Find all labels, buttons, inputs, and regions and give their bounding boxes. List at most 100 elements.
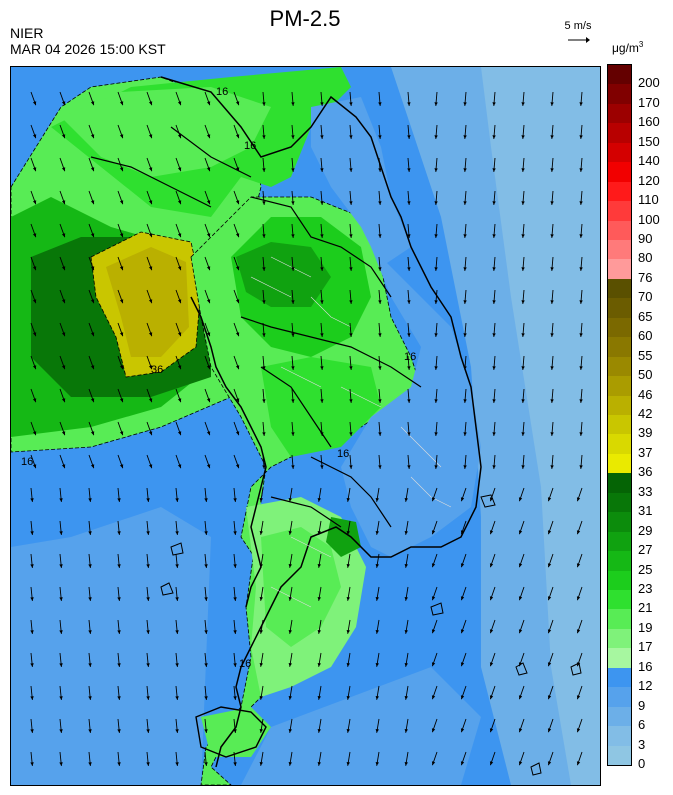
wind-arrowhead: [206, 167, 211, 172]
wind-arrowhead: [521, 102, 525, 106]
wind-arrowhead: [61, 299, 66, 304]
wind-arrowhead: [521, 300, 525, 304]
wind-arrowhead: [117, 630, 121, 634]
wind-arrowhead: [492, 300, 496, 304]
wind-arrowhead: [30, 663, 34, 667]
wind-arrowhead: [349, 300, 353, 304]
wind-arrowhead: [291, 102, 295, 106]
wind-arrowhead: [235, 431, 240, 436]
wind-arrowhead: [30, 597, 34, 601]
wind-arrowhead: [291, 267, 295, 271]
colorbar-label: 160: [638, 114, 660, 130]
wind-arrowhead: [407, 399, 411, 403]
wind-arrowhead: [492, 432, 496, 436]
wind-arrowhead: [59, 597, 63, 601]
colorbar-label: 70: [638, 289, 653, 305]
wind-arrowhead: [204, 597, 208, 601]
wind-arrowhead: [177, 431, 182, 436]
wind-arrowhead: [61, 266, 66, 271]
seoul-core: [236, 242, 331, 307]
wind-arrowhead: [489, 695, 494, 700]
colorbar-segment: [608, 356, 631, 377]
wind-arrowhead: [206, 398, 211, 403]
wind-arrowhead: [59, 696, 63, 700]
pm25-map: 16 36 16 16 16 16 16: [11, 67, 600, 785]
wind-arrowhead: [434, 201, 438, 205]
wind-arrowhead: [177, 200, 182, 205]
wind-arrowhead: [288, 564, 292, 568]
wind-arrowhead: [550, 399, 554, 403]
colorbar-segment: [608, 258, 631, 279]
wind-arrowhead: [61, 332, 66, 337]
wind-arrowhead: [521, 399, 525, 403]
wind-arrowhead: [32, 167, 37, 172]
wind-arrowhead: [460, 695, 465, 700]
wind-arrowhead: [32, 233, 37, 238]
wind-arrowhead: [206, 431, 211, 436]
colorbar-segment: [608, 122, 631, 143]
wind-arrowhead: [378, 267, 382, 271]
wind-arrowhead: [317, 630, 321, 634]
wind-arrowhead: [117, 729, 121, 733]
wind-arrowhead: [407, 300, 411, 304]
wind-arrowhead: [463, 168, 467, 172]
wind-arrowhead: [148, 365, 153, 370]
wind-arrowhead: [233, 696, 237, 700]
wind-arrowhead: [460, 629, 465, 634]
wind-arrowhead: [579, 465, 583, 469]
wind-arrowhead: [235, 200, 240, 205]
wind-arrowhead: [518, 728, 523, 733]
south-sea-low-band: [241, 667, 481, 785]
wind-arrowhead: [177, 464, 182, 469]
wind-arrowhead: [431, 728, 436, 733]
wind-arrowhead: [349, 366, 353, 370]
northeast-land-blue: [311, 97, 411, 267]
colorbar-label: 140: [638, 153, 660, 169]
wind-arrowhead: [518, 563, 523, 568]
wind-arrowhead: [375, 729, 379, 733]
wind-arrowhead: [317, 531, 321, 535]
wind-arrowhead: [492, 399, 496, 403]
map-panel[interactable]: 16 36 16 16 16 16 16: [10, 66, 601, 786]
wind-arrowhead: [288, 597, 292, 601]
wind-arrowhead: [579, 267, 583, 271]
wind-arrowhead: [233, 663, 237, 667]
wind-arrowhead: [206, 266, 211, 271]
colorbar-label: 37: [638, 444, 653, 460]
wind-arrowhead: [317, 696, 321, 700]
contour-label: 16: [337, 448, 349, 460]
wind-arrowhead: [349, 399, 353, 403]
wind-arrowhead: [489, 761, 494, 766]
colorbar-label: 55: [638, 347, 653, 363]
map-title: PM-2.5: [269, 6, 341, 31]
wind-arrowhead: [375, 597, 379, 601]
wind-arrowhead: [404, 762, 408, 766]
wind-arrowhead: [434, 234, 438, 238]
wind-arrowhead: [90, 200, 95, 205]
wind-arrowhead: [262, 333, 266, 337]
wind-arrowhead: [434, 399, 438, 403]
wind-arrowhead: [547, 728, 552, 733]
wind-arrowhead: [431, 497, 436, 502]
wind-arrowhead: [518, 497, 523, 502]
wind-arrowhead: [259, 663, 263, 667]
wind-arrowhead: [30, 630, 34, 634]
colorbar-segment: [608, 492, 631, 513]
wind-arrowhead: [407, 432, 411, 436]
wind-arrowhead: [463, 234, 467, 238]
wind-arrowhead: [492, 201, 496, 205]
colorbar-segment: [608, 297, 631, 318]
colorbar-label: 12: [638, 678, 653, 694]
colorbar-label: 60: [638, 328, 653, 344]
wind-arrowhead: [375, 696, 379, 700]
wind-arrowhead: [576, 596, 581, 601]
wind-arrowhead: [518, 695, 523, 700]
colorbar-segment: [608, 667, 631, 688]
wind-arrowhead: [88, 729, 92, 733]
colorbar-segment: [608, 83, 631, 104]
wind-arrowhead: [550, 432, 554, 436]
colorbar-segment: [608, 453, 631, 474]
colorbar-segment: [608, 181, 631, 202]
wind-arrowhead: [90, 332, 95, 337]
wind-arrowhead: [378, 432, 382, 436]
